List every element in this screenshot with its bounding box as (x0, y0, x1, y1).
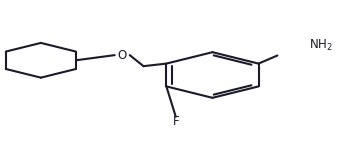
Text: NH$_2$: NH$_2$ (309, 38, 333, 53)
Text: F: F (172, 115, 179, 128)
Text: O: O (118, 49, 127, 62)
